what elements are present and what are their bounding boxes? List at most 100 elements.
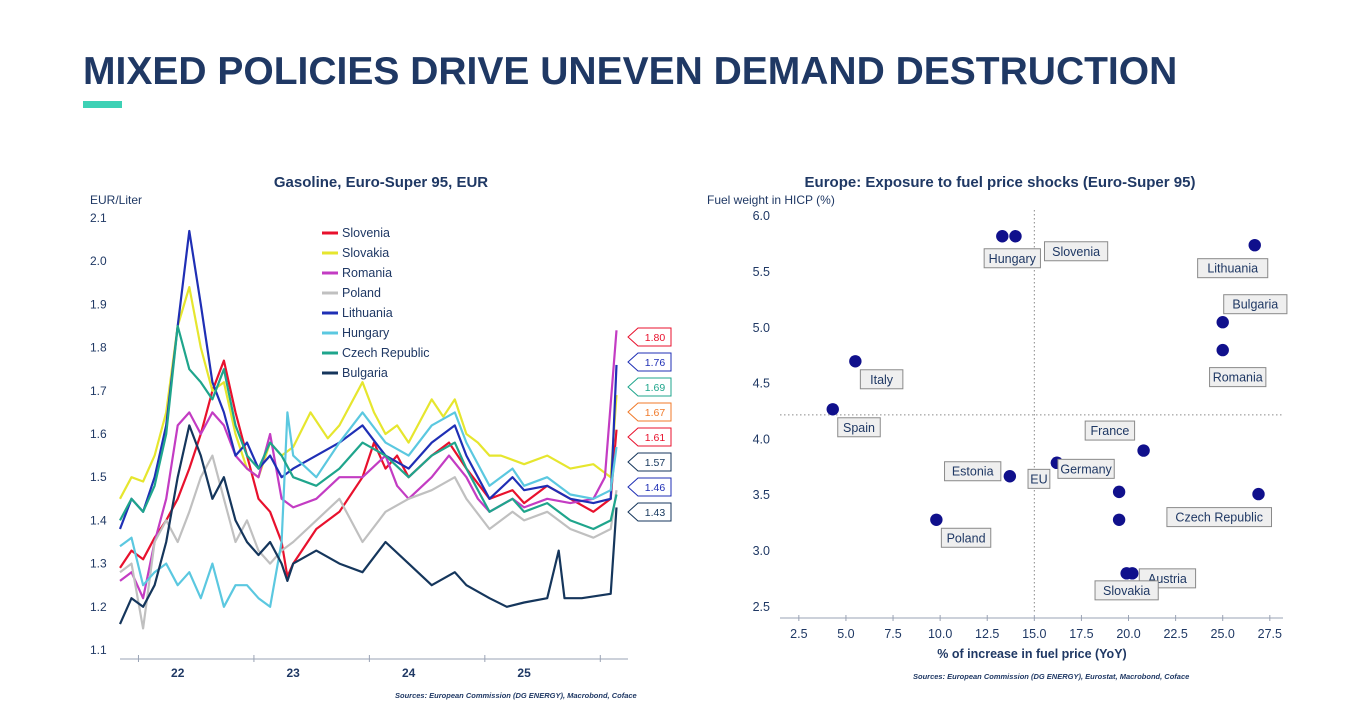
slide-title: MIXED POLICIES DRIVE UNEVEN DEMAND DESTR…: [83, 50, 1178, 93]
scatter-chart-source: Sources: European Commission (DG ENERGY)…: [913, 672, 1190, 681]
legend-label-romania: Romania: [342, 266, 392, 280]
point-label-box-hungary: [983, 248, 1041, 269]
end-value-tag: [627, 377, 672, 397]
point-label-poland: Poland: [947, 531, 986, 545]
line-chart-title: Gasoline, Euro-Super 95, EUR: [274, 174, 488, 191]
x-tick-label: 7.5: [884, 627, 901, 641]
point-label-box-france: [1084, 420, 1136, 441]
series-line-slovenia: [119, 359, 618, 578]
title-accent-bar: [83, 101, 122, 108]
point-label-box-italy: [859, 369, 904, 390]
point-label-spain: Spain: [843, 421, 875, 435]
end-value-label: 1.69: [645, 382, 666, 394]
scatter-point-lithuania: [1248, 238, 1261, 252]
point-label-box-slovakia: [1094, 580, 1159, 601]
point-label-box-spain: [837, 417, 881, 438]
x-tick-label: 20.0: [1116, 627, 1140, 641]
end-value-tag: [627, 352, 672, 372]
y-tick-label: 5.5: [753, 265, 770, 279]
point-label-lithuania: Lithuania: [1207, 262, 1258, 276]
scatter-point-estonia: [1003, 470, 1017, 483]
gasoline-line-chart: Gasoline, Euro-Super 95, EUR EUR/Liter 2.1…: [90, 174, 672, 680]
point-label-slovakia: Slovakia: [1103, 584, 1150, 598]
y-tick-label: 1.4: [90, 513, 107, 527]
legend-label-lithuania: Lithuania: [342, 306, 393, 320]
series-line-slovakia: [119, 286, 618, 500]
end-value-tag: [627, 327, 672, 347]
scatter-point-romania: [1216, 343, 1229, 357]
scatter-point-portugal: [1112, 485, 1126, 499]
y-tick-label: 1.5: [90, 470, 107, 484]
point-label-germany: Germany: [1060, 462, 1112, 476]
y-tick-label: 2.0: [90, 254, 107, 268]
series-line-bulgaria: [118, 424, 618, 625]
y-tick-label: 1.6: [90, 427, 107, 441]
series-line-czech-republic: [119, 324, 618, 531]
end-value-label: 1.43: [645, 507, 666, 519]
y-tick-label: 5.0: [753, 321, 770, 335]
end-value-label: 1.46: [645, 482, 666, 494]
scatter-point-france: [1137, 444, 1150, 457]
y-tick-label: 3.0: [753, 544, 770, 558]
x-tick-label: 27.5: [1258, 627, 1282, 641]
y-tick-label: 6.0: [753, 209, 770, 223]
legend-label-czech-republic: Czech Republic: [342, 346, 430, 360]
point-label-estonia: Estonia: [952, 465, 994, 479]
point-label-france: France: [1090, 424, 1129, 438]
x-tick-label: 2.5: [790, 627, 807, 641]
y-tick-label: 4.5: [753, 377, 770, 391]
point-label-bulgaria: Bulgaria: [1232, 298, 1278, 312]
scatter-point-slovakia: [1120, 567, 1133, 580]
y-tick-label: 2.1: [90, 211, 107, 225]
scatter-point-bulgaria: [1216, 316, 1229, 329]
y-tick-label: 2.5: [753, 600, 770, 614]
x-tick-label: 24: [402, 666, 416, 680]
end-value-label: 1.61: [645, 432, 666, 444]
scatter-point-poland: [930, 513, 943, 526]
end-value-tag: [627, 502, 672, 522]
end-value-tag: [627, 427, 672, 447]
x-tick-label: 25.0: [1211, 627, 1235, 641]
end-value-label: 1.76: [645, 357, 666, 369]
point-label-box-bulgaria: [1223, 294, 1288, 315]
point-label-box-poland: [940, 527, 992, 548]
point-label-box-czech-republic: [1166, 507, 1273, 528]
point-label-box-germany: [1057, 458, 1115, 479]
point-label-eu: EU: [1030, 472, 1047, 486]
scatter-point-hungary: [996, 230, 1009, 243]
y-tick-label: 1.9: [90, 297, 107, 311]
line-chart-source: Sources: European Commission (DG ENERGY)…: [395, 691, 637, 700]
point-label-box-romania: [1209, 367, 1267, 388]
scatter-point-spain: [826, 403, 839, 416]
y-tick-label: 1.7: [90, 384, 107, 398]
x-tick-label: 15.0: [1022, 627, 1046, 641]
x-tick-label: 22.5: [1163, 627, 1187, 641]
x-tick-label: 22: [171, 666, 185, 680]
point-label-czech-republic: Czech Republic: [1175, 511, 1263, 525]
legend-label-slovenia: Slovenia: [342, 226, 390, 240]
series-line-romania: [119, 330, 618, 600]
point-label-box-lithuania: [1197, 258, 1269, 279]
scatter-point: [1112, 513, 1126, 526]
point-label-italy: Italy: [870, 373, 894, 387]
point-label-slovenia: Slovenia: [1052, 245, 1100, 259]
end-value-label: 1.57: [645, 457, 666, 469]
scatter-point-slovenia: [1009, 230, 1022, 243]
x-tick-label: 17.5: [1069, 627, 1093, 641]
scatter-x-label: % of increase in fuel price (YoY): [937, 647, 1126, 661]
point-label-hungary: Hungary: [989, 252, 1037, 266]
y-tick-label: 4.0: [753, 432, 770, 446]
series-line-poland: [119, 454, 618, 630]
x-tick-label: 10.0: [928, 627, 952, 641]
x-tick-label: 23: [287, 666, 301, 680]
x-tick-label: 12.5: [975, 627, 999, 641]
scatter-y-label: Fuel weight in HICP (%): [707, 193, 835, 207]
y-tick-label: 1.1: [90, 643, 107, 657]
y-tick-label: 1.3: [90, 557, 107, 571]
legend-label-slovakia: Slovakia: [342, 246, 389, 260]
legend-label-hungary: Hungary: [342, 326, 390, 340]
legend-label-bulgaria: Bulgaria: [342, 366, 388, 380]
legend-label-poland: Poland: [342, 286, 381, 300]
point-label-box-estonia: [944, 461, 1002, 482]
